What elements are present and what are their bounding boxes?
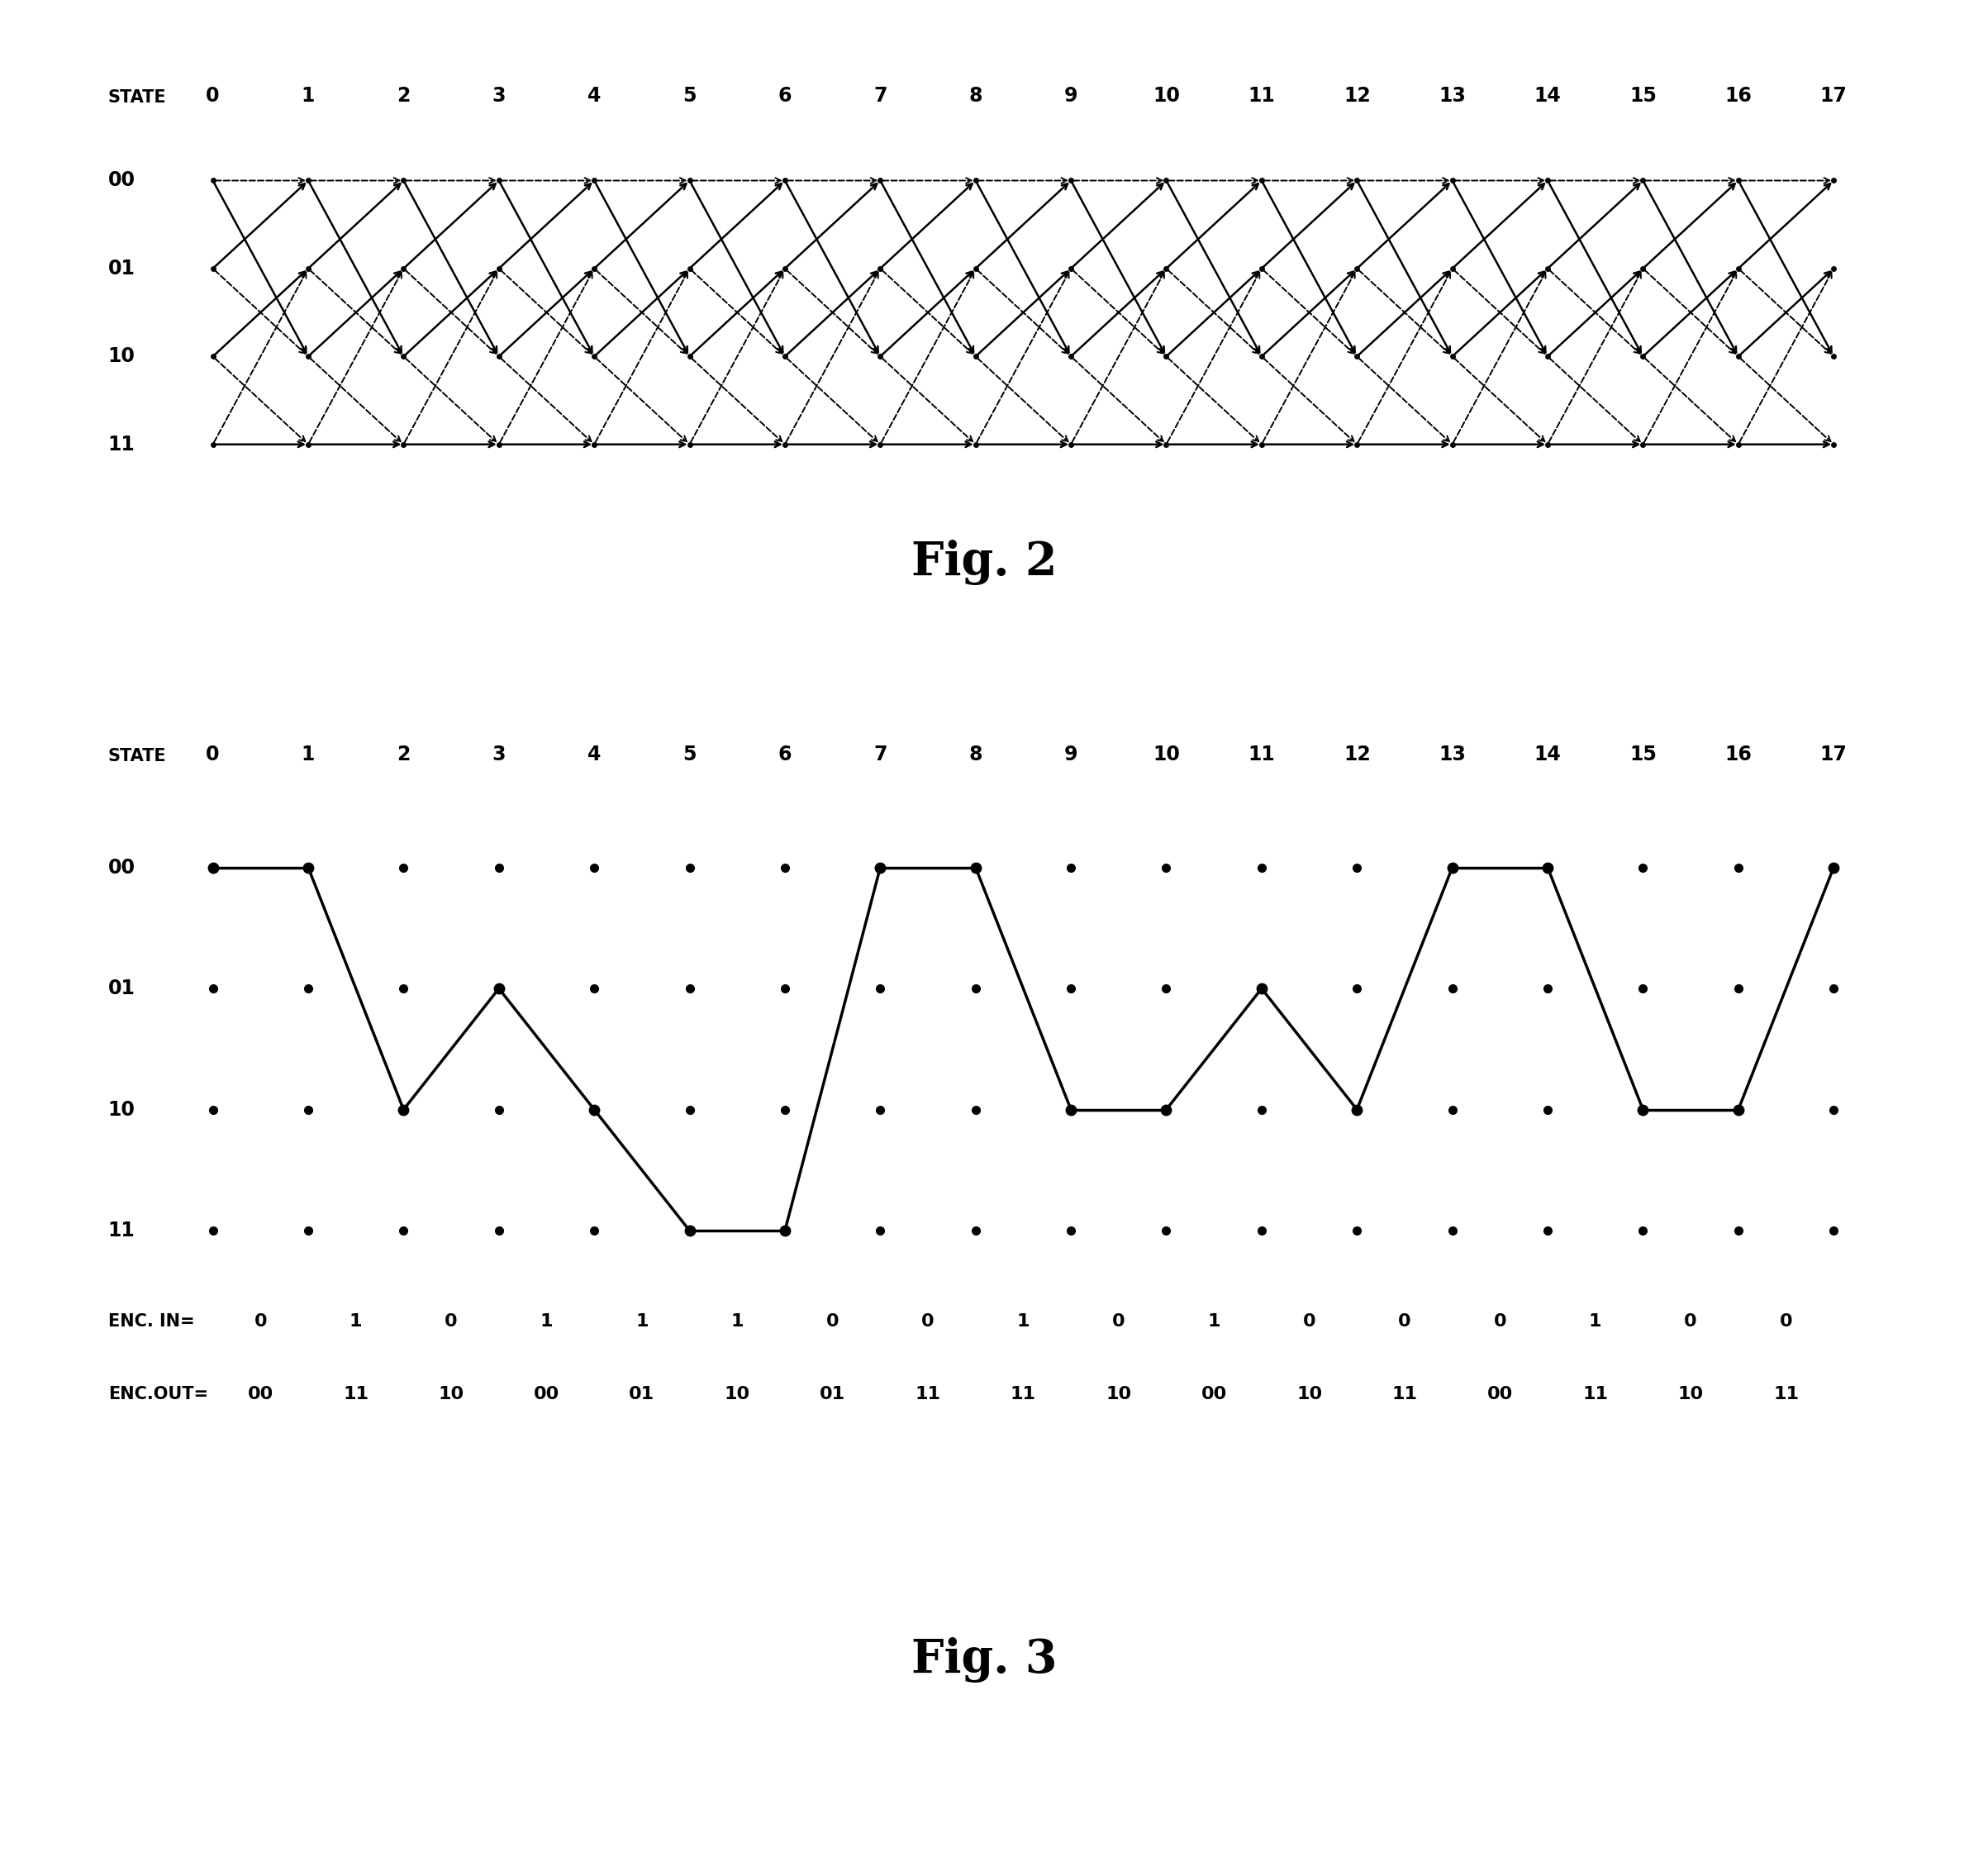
Text: 5: 5 [683, 86, 697, 105]
Text: 1: 1 [301, 86, 315, 105]
Text: 1: 1 [349, 1313, 362, 1330]
Text: 9: 9 [1063, 86, 1077, 105]
Text: 16: 16 [1725, 745, 1752, 765]
Text: 11: 11 [1248, 745, 1276, 765]
Text: 00: 00 [108, 857, 136, 878]
Text: 01: 01 [628, 1386, 656, 1401]
Text: 01: 01 [108, 259, 136, 278]
Text: ENC.OUT=: ENC.OUT= [108, 1386, 209, 1401]
Text: 2: 2 [398, 745, 410, 765]
Text: 0: 0 [827, 1313, 839, 1330]
Text: 00: 00 [108, 171, 136, 191]
Text: 15: 15 [1630, 745, 1656, 765]
Text: 0: 0 [1303, 1313, 1315, 1330]
Text: 1: 1 [1589, 1313, 1601, 1330]
Text: 11: 11 [1583, 1386, 1609, 1401]
Text: 10: 10 [439, 1386, 465, 1401]
Text: 01: 01 [108, 979, 136, 998]
Text: 12: 12 [1343, 745, 1370, 765]
Text: 6: 6 [778, 745, 792, 765]
Text: 0: 0 [445, 1313, 457, 1330]
Text: 10: 10 [108, 1099, 136, 1120]
Text: 3: 3 [492, 745, 506, 765]
Text: 1: 1 [636, 1313, 648, 1330]
Text: 8: 8 [969, 86, 983, 105]
Text: 12: 12 [1343, 86, 1370, 105]
Text: 4: 4 [587, 86, 601, 105]
Text: 0: 0 [921, 1313, 935, 1330]
Text: 11: 11 [108, 435, 136, 454]
Text: 10: 10 [1678, 1386, 1703, 1401]
Text: 3: 3 [492, 86, 506, 105]
Text: 00: 00 [1201, 1386, 1227, 1401]
Text: 0: 0 [1494, 1313, 1506, 1330]
Text: 0: 0 [1780, 1313, 1792, 1330]
Text: 11: 11 [1392, 1386, 1418, 1401]
Text: STATE: STATE [108, 749, 165, 765]
Text: 10: 10 [1107, 1386, 1132, 1401]
Text: 6: 6 [778, 86, 792, 105]
Text: 13: 13 [1439, 745, 1465, 765]
Text: 1: 1 [730, 1313, 744, 1330]
Text: 10: 10 [108, 347, 136, 366]
Text: 4: 4 [587, 745, 601, 765]
Text: 7: 7 [874, 86, 888, 105]
Text: 10: 10 [1152, 86, 1179, 105]
Text: 00: 00 [248, 1386, 274, 1401]
Text: 15: 15 [1630, 86, 1656, 105]
Text: 17: 17 [1819, 745, 1847, 765]
Text: STATE: STATE [108, 90, 165, 105]
Text: 01: 01 [819, 1386, 845, 1401]
Text: 00: 00 [534, 1386, 559, 1401]
Text: 1: 1 [1016, 1313, 1030, 1330]
Text: 0: 0 [207, 86, 221, 105]
Text: Fig. 3: Fig. 3 [912, 1638, 1057, 1683]
Text: 14: 14 [1534, 745, 1561, 765]
Text: 17: 17 [1819, 86, 1847, 105]
Text: 7: 7 [874, 745, 888, 765]
Text: 10: 10 [1152, 745, 1179, 765]
Text: 11: 11 [1248, 86, 1276, 105]
Text: 10: 10 [1296, 1386, 1321, 1401]
Text: 0: 0 [1112, 1313, 1124, 1330]
Text: 1: 1 [301, 745, 315, 765]
Text: 11: 11 [916, 1386, 941, 1401]
Text: 13: 13 [1439, 86, 1465, 105]
Text: 11: 11 [1010, 1386, 1036, 1401]
Text: 5: 5 [683, 745, 697, 765]
Text: 14: 14 [1534, 86, 1561, 105]
Text: 11: 11 [343, 1386, 368, 1401]
Text: 11: 11 [1774, 1386, 1800, 1401]
Text: 0: 0 [254, 1313, 268, 1330]
Text: ENC. IN=: ENC. IN= [108, 1313, 195, 1330]
Text: 0: 0 [1683, 1313, 1697, 1330]
Text: 9: 9 [1063, 745, 1077, 765]
Text: Fig. 2: Fig. 2 [912, 540, 1057, 585]
Text: 1: 1 [540, 1313, 553, 1330]
Text: 10: 10 [725, 1386, 750, 1401]
Text: 00: 00 [1487, 1386, 1512, 1401]
Text: 11: 11 [108, 1221, 136, 1240]
Text: 1: 1 [1207, 1313, 1221, 1330]
Text: 0: 0 [207, 745, 221, 765]
Text: 8: 8 [969, 745, 983, 765]
Text: 0: 0 [1398, 1313, 1412, 1330]
Text: 16: 16 [1725, 86, 1752, 105]
Text: 2: 2 [398, 86, 410, 105]
